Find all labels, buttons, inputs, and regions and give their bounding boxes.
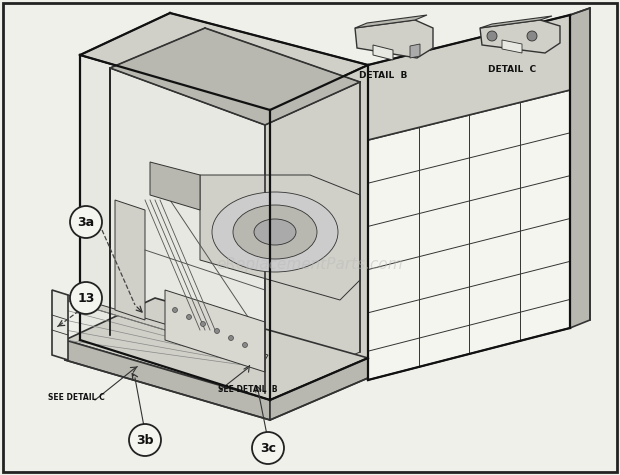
Circle shape (487, 31, 497, 41)
Polygon shape (200, 175, 360, 300)
Circle shape (172, 307, 177, 313)
Text: DETAIL  C: DETAIL C (488, 66, 536, 75)
Polygon shape (368, 90, 570, 380)
Circle shape (242, 342, 247, 348)
Polygon shape (270, 65, 368, 400)
Ellipse shape (254, 219, 296, 245)
Polygon shape (80, 55, 270, 400)
Polygon shape (65, 340, 270, 420)
Text: DETAIL  B: DETAIL B (359, 70, 407, 79)
Text: 3c: 3c (260, 441, 276, 455)
Polygon shape (265, 82, 360, 393)
Polygon shape (115, 200, 145, 320)
Polygon shape (368, 15, 570, 140)
Circle shape (129, 424, 161, 456)
Text: 3a: 3a (78, 216, 95, 228)
Polygon shape (480, 16, 552, 28)
Polygon shape (80, 13, 368, 110)
Polygon shape (570, 8, 590, 328)
Text: 13: 13 (78, 292, 95, 304)
Circle shape (200, 322, 205, 326)
Circle shape (187, 314, 192, 320)
Text: eReplacementParts.com: eReplacementParts.com (216, 257, 404, 273)
Polygon shape (150, 162, 200, 210)
Polygon shape (502, 40, 522, 53)
Polygon shape (110, 28, 360, 125)
Polygon shape (480, 20, 560, 53)
Polygon shape (52, 290, 68, 360)
Circle shape (229, 335, 234, 341)
Polygon shape (65, 298, 368, 400)
Text: SEE DETAIL C: SEE DETAIL C (48, 393, 105, 402)
Ellipse shape (212, 192, 338, 272)
Polygon shape (355, 15, 427, 28)
Circle shape (527, 31, 537, 41)
Text: SEE DETAIL  B: SEE DETAIL B (218, 385, 278, 394)
Circle shape (252, 432, 284, 464)
Polygon shape (270, 358, 368, 420)
Polygon shape (355, 20, 433, 58)
Text: 3b: 3b (136, 434, 154, 446)
Circle shape (70, 282, 102, 314)
Polygon shape (373, 45, 393, 60)
Circle shape (70, 206, 102, 238)
Polygon shape (410, 44, 420, 58)
Polygon shape (65, 295, 268, 360)
Circle shape (215, 329, 219, 333)
Polygon shape (110, 68, 265, 393)
Polygon shape (165, 290, 265, 372)
Ellipse shape (233, 205, 317, 259)
